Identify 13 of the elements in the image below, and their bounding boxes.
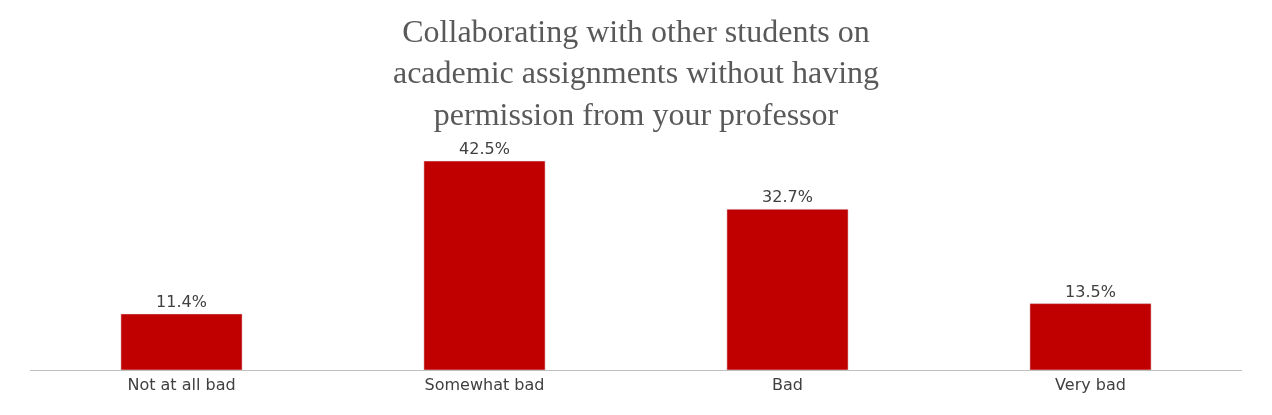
bar xyxy=(423,160,546,370)
x-tick-label: Bad xyxy=(772,375,803,395)
chart-title: Collaborating with other students on academic assignments without having permission from your professor xyxy=(392,12,880,132)
bar xyxy=(726,208,849,370)
bar xyxy=(1029,303,1152,370)
x-tick-label: Very bad xyxy=(1055,375,1126,395)
data-label: 32.7% xyxy=(762,187,813,207)
x-tick-label: Not at all bad xyxy=(127,375,236,395)
data-label: 11.4% xyxy=(156,291,207,311)
data-label: 42.5% xyxy=(459,139,510,158)
data-label: 13.5% xyxy=(1065,281,1116,301)
x-tick-label: Somewhat bad xyxy=(424,375,545,395)
bar xyxy=(120,313,243,370)
